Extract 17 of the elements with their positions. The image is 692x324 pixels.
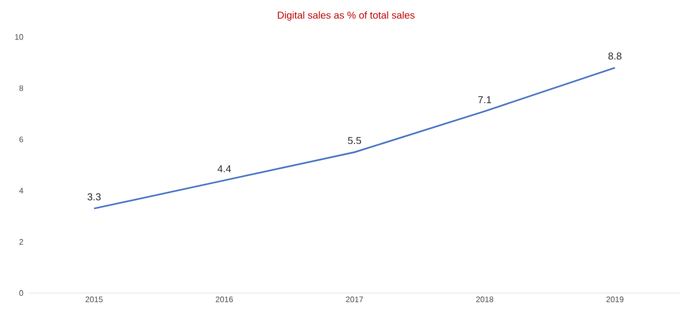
chart-title: Digital sales as % of total sales — [278, 11, 415, 21]
x-tick-label: 2015 — [86, 296, 103, 302]
y-tick-label: 6 — [19, 136, 24, 142]
x-tick-label: 2016 — [216, 296, 233, 302]
y-tick-label: 4 — [19, 188, 24, 194]
y-tick-label: 2 — [19, 239, 24, 245]
data-label: 7.1 — [478, 96, 492, 104]
x-tick-label: 2018 — [476, 296, 494, 302]
data-label: 8.8 — [608, 52, 622, 60]
data-label: 4.4 — [218, 165, 231, 172]
y-tick-label: 0 — [19, 290, 24, 296]
data-label: 5.5 — [348, 137, 362, 144]
x-tick-label: 2019 — [606, 296, 624, 302]
x-tick-label: 2017 — [346, 296, 363, 302]
y-tick-label: 10 — [15, 34, 24, 40]
y-tick-label: 8 — [19, 85, 24, 92]
data-label: 3.3 — [88, 193, 101, 200]
